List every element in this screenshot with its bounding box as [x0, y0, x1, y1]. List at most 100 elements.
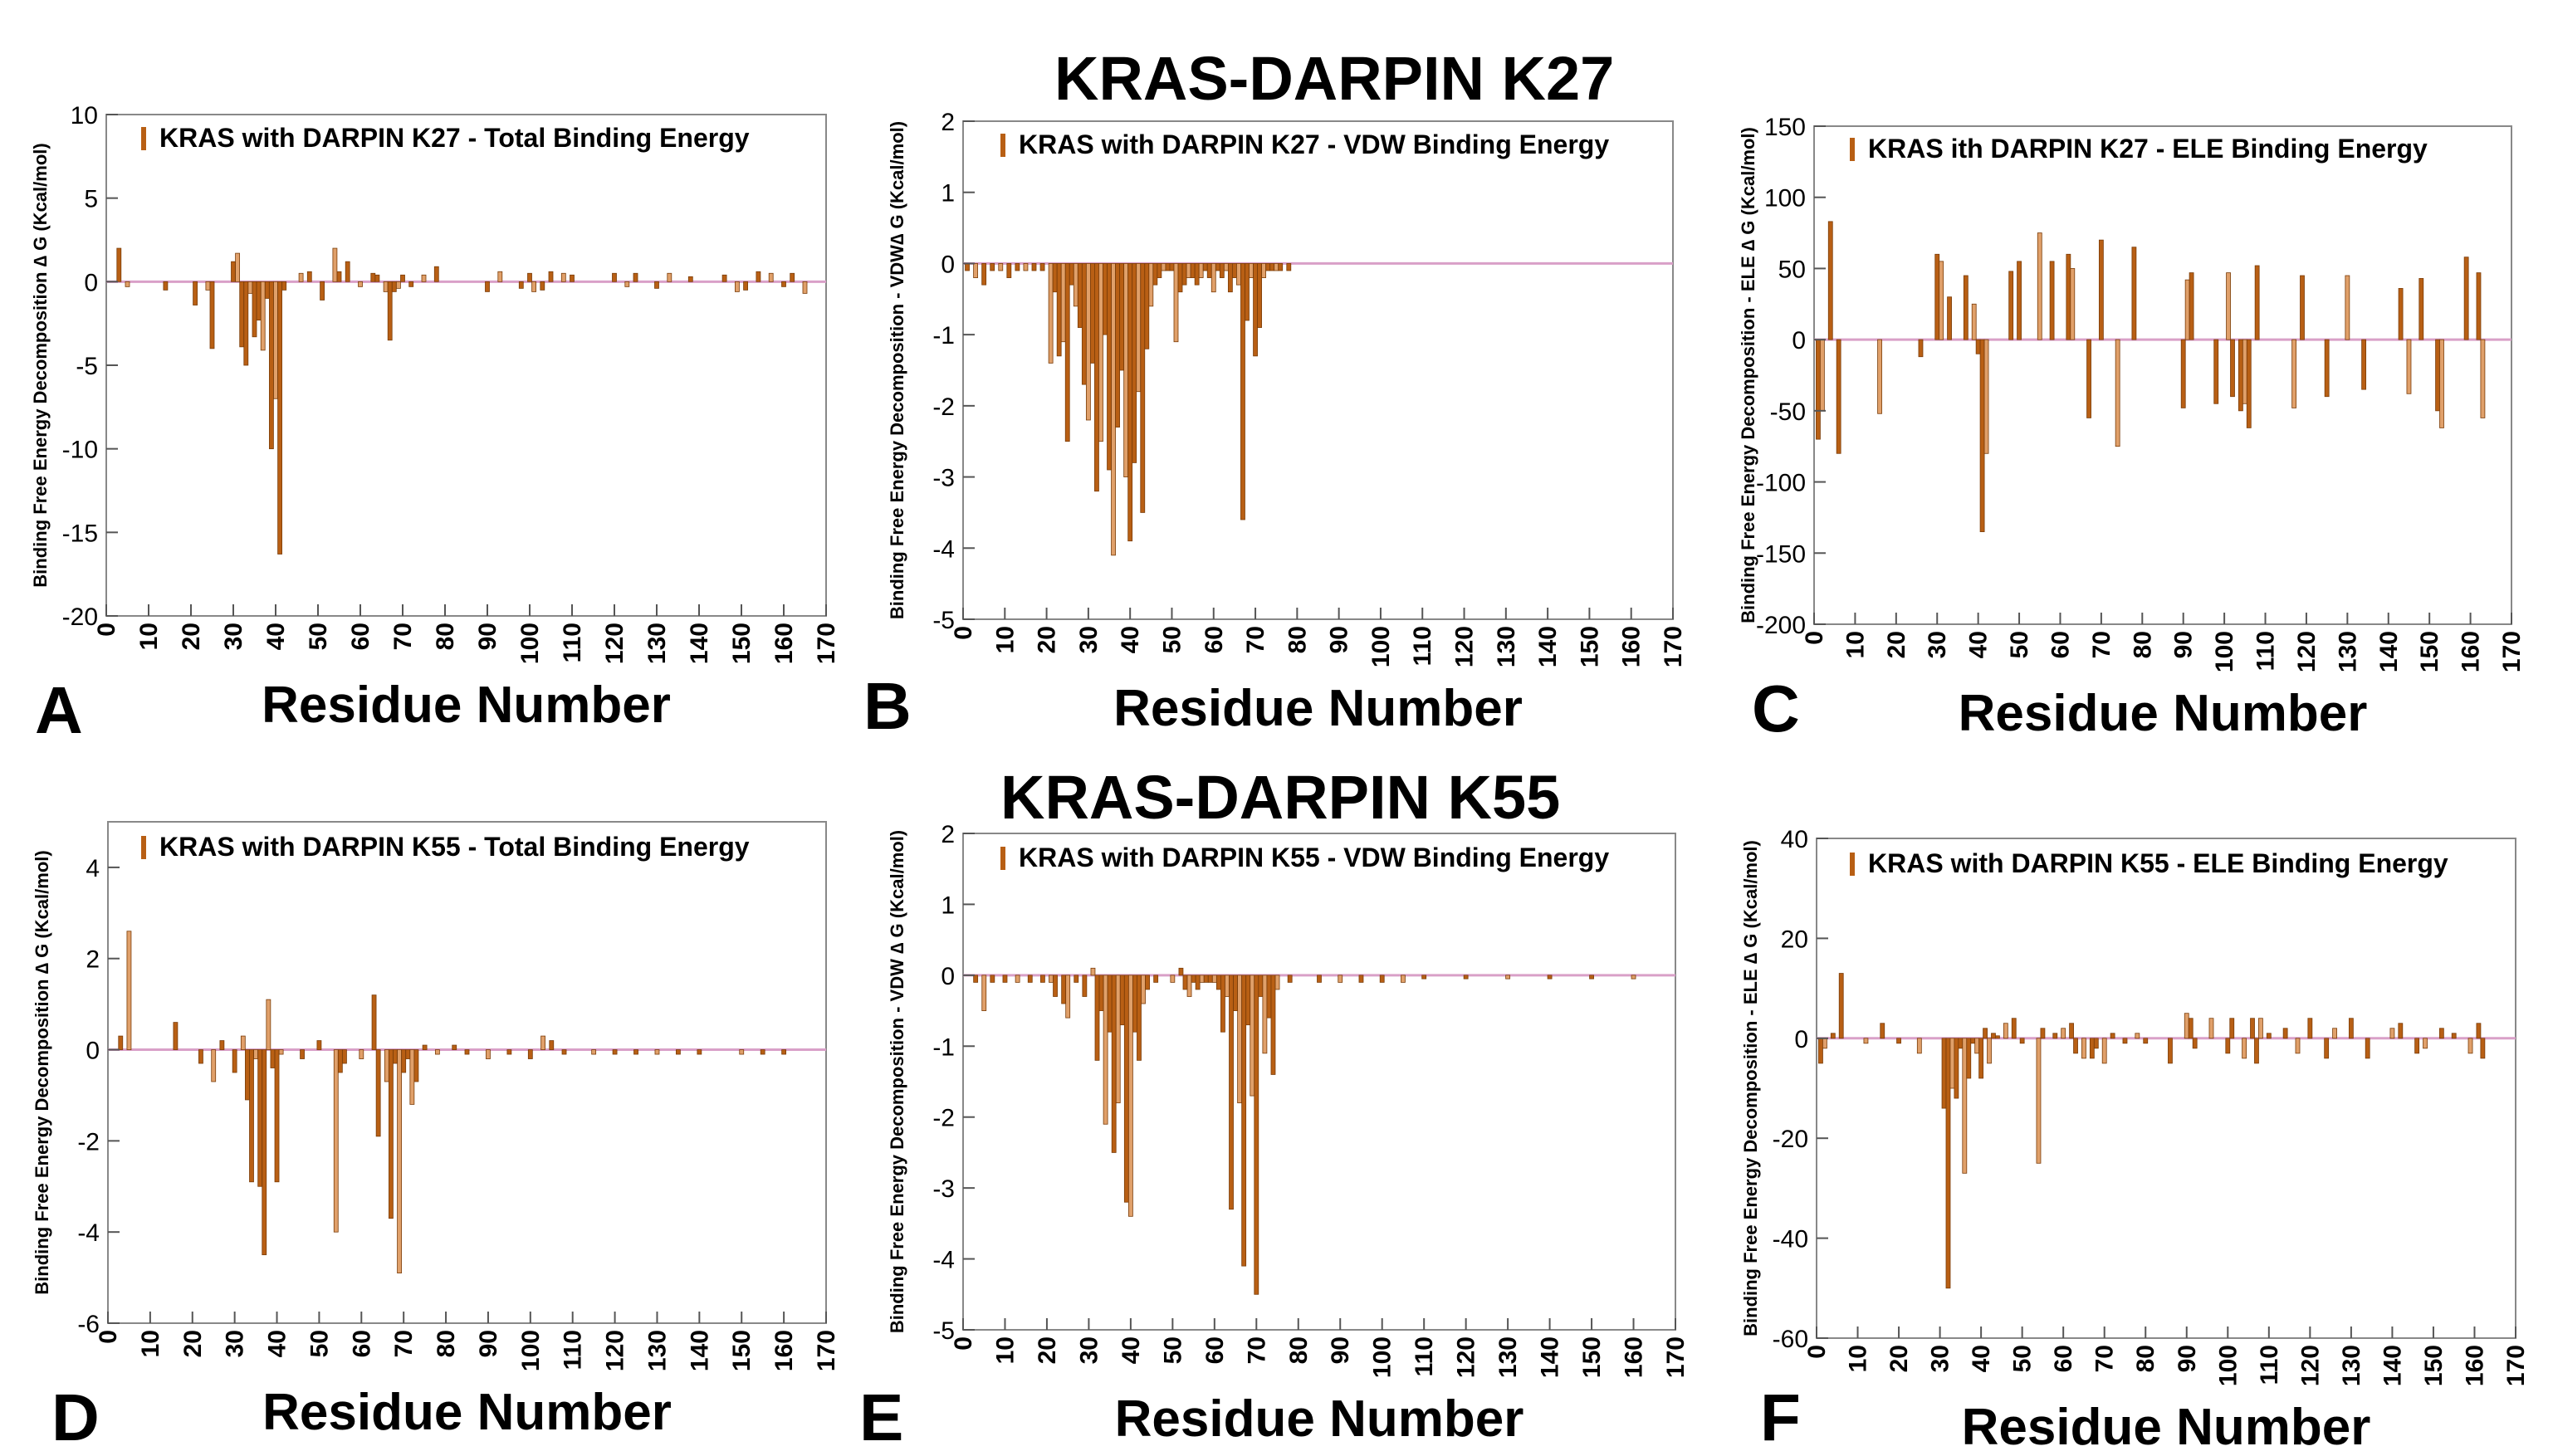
bar-d-33	[245, 1049, 250, 1101]
bar-f-67	[2089, 1038, 2095, 1059]
bar-d-130	[654, 1049, 660, 1055]
bar-b-19	[1039, 263, 1045, 271]
x-tick-label-c: 50	[2006, 631, 2033, 658]
x-tick-label-f: 90	[2174, 1345, 2201, 1372]
x-axis-label-d: Residue Number	[262, 1384, 672, 1441]
bar-b-74	[1269, 263, 1275, 271]
bar-b-11	[1006, 263, 1012, 278]
bar-c-78	[2131, 247, 2137, 340]
x-tick-label-d: 50	[306, 1330, 333, 1357]
y-tick-label-e: -2	[932, 1105, 955, 1132]
bar-e-69	[1250, 975, 1255, 1097]
x-tick-label-c: 170	[2498, 631, 2526, 672]
group-title-k55: KRAS-DARPIN K55	[1000, 763, 1561, 832]
bar-d-3	[118, 1035, 124, 1050]
bar-a-37	[260, 281, 266, 351]
bar-a-100	[527, 272, 532, 282]
bar-a-48	[306, 271, 312, 282]
bar-b-53	[1181, 263, 1187, 286]
x-tick-label-f: 130	[2338, 1345, 2365, 1386]
legend-swatch-d	[141, 836, 146, 859]
bar-c-30	[1934, 253, 1940, 340]
bar-e-25	[1065, 975, 1071, 1019]
x-tick-label-c: 150	[2416, 631, 2443, 672]
bar-c-106	[2246, 339, 2252, 428]
bar-c-74	[2115, 339, 2120, 447]
bar-b-28	[1077, 263, 1083, 328]
panel-letter-d: D	[51, 1380, 100, 1454]
bar-f-41	[1983, 1028, 1988, 1039]
x-tick-label-c: 140	[2375, 631, 2403, 672]
bar-f-50	[2019, 1038, 2025, 1044]
bar-b-7	[990, 263, 995, 271]
x-tick-label-d: 30	[222, 1330, 249, 1357]
x-tick-label-c: 40	[1965, 631, 1993, 658]
bar-a-14	[163, 281, 169, 291]
bar-c-152	[2435, 339, 2440, 412]
x-tick-label-a: 110	[559, 623, 586, 662]
bar-c-31	[1939, 261, 1944, 340]
bar-a-40	[273, 281, 278, 399]
bar-e-54	[1186, 975, 1192, 997]
bar-d-78	[434, 1049, 440, 1055]
bar-d-46	[300, 1049, 305, 1059]
x-tick-label-f: 40	[1968, 1345, 1995, 1372]
bar-b-15	[1023, 263, 1029, 271]
x-tick-label-b: 20	[1034, 626, 1061, 653]
bar-a-162	[790, 272, 795, 282]
legend-label-d: KRAS with DARPIN K55 - Total Binding Ene…	[159, 832, 750, 862]
x-tick-label-e: 80	[1285, 1336, 1313, 1364]
y-axis-label-d: Binding Free Energy Decomposition ∆ G (K…	[32, 850, 52, 1294]
bar-b-22	[1052, 263, 1058, 293]
bar-f-46	[2003, 1023, 2008, 1039]
x-tick-label-d: 100	[517, 1330, 545, 1371]
y-axis-label-f: Binding Free Energy Decomposition - ELE …	[1740, 840, 1761, 1336]
bar-f-126	[2332, 1028, 2337, 1039]
bar-b-62	[1219, 263, 1225, 278]
y-tick-label-e: 0	[941, 963, 955, 990]
x-tick-label-a: 130	[643, 623, 671, 664]
bar-d-135	[676, 1049, 681, 1055]
y-tick-label-b: -2	[932, 393, 955, 421]
bar-c-159	[2463, 257, 2469, 340]
bar-e-53	[1182, 975, 1188, 990]
bar-e-55	[1191, 975, 1196, 983]
bar-b-36	[1111, 263, 1116, 556]
bar-f-39	[1974, 1038, 1980, 1054]
legend-swatch-e	[1000, 847, 1005, 870]
bar-c-153	[2439, 339, 2444, 428]
x-tick-label-a: 120	[601, 623, 628, 664]
bar-e-85	[1317, 975, 1322, 983]
x-axis-label-c: Residue Number	[1959, 685, 2368, 742]
bar-d-103	[540, 1035, 545, 1050]
x-tick-label-b: 50	[1158, 626, 1186, 653]
plot-frame-f	[1816, 838, 2516, 1339]
legend-swatch-a	[141, 127, 146, 150]
bar-a-98	[518, 281, 524, 289]
bar-f-58	[2052, 1033, 2058, 1039]
bar-e-78	[1287, 975, 1293, 983]
bar-c-63	[2070, 268, 2076, 340]
bar-f-1	[1818, 1038, 1823, 1064]
bar-b-67	[1240, 263, 1245, 520]
bar-e-50	[1170, 975, 1176, 983]
bar-f-42	[1987, 1038, 1992, 1064]
plot-frame-e	[962, 833, 1676, 1331]
bar-c-37	[1963, 275, 1969, 340]
bar-e-71	[1258, 975, 1264, 997]
bar-a-125	[633, 272, 638, 282]
bar-f-91	[2188, 1018, 2194, 1039]
x-tick-label-f: 100	[2214, 1345, 2242, 1386]
bar-d-41	[278, 1049, 284, 1055]
x-tick-label-f: 170	[2502, 1345, 2530, 1386]
bar-e-52	[1178, 967, 1184, 976]
bar-d-35	[253, 1049, 258, 1059]
bar-b-29	[1081, 263, 1087, 385]
x-tick-label-b: 60	[1201, 626, 1228, 653]
bar-f-60	[2061, 1028, 2066, 1039]
y-axis-label-a: Binding Free Energy Decomposition ∆ G (K…	[30, 143, 51, 587]
bar-f-120	[2307, 1018, 2313, 1039]
bar-d-68	[393, 1049, 398, 1064]
bar-f-40	[1978, 1038, 1984, 1079]
bar-b-3	[973, 263, 978, 278]
